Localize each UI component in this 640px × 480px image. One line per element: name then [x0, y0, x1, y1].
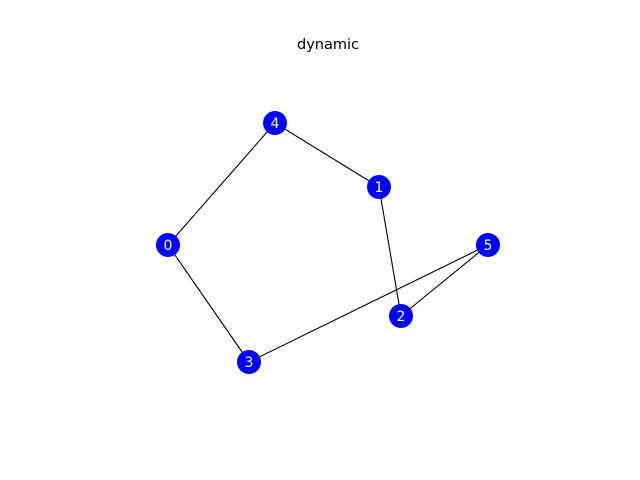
node-circle-4 [263, 111, 287, 135]
node-2: 2 [389, 304, 413, 328]
edge-3-5 [248, 244, 489, 363]
node-0: 0 [156, 233, 180, 257]
node-3: 3 [237, 350, 261, 374]
node-label-3: 3 [245, 355, 254, 371]
figure-title: dynamic [297, 37, 359, 53]
node-circle-3 [237, 350, 261, 374]
node-circle-1 [367, 175, 391, 199]
edge-0-4 [167, 122, 276, 246]
node-4: 4 [263, 111, 287, 135]
node-circle-2 [389, 304, 413, 328]
nodes-layer: 0 1 2 3 4 5 [156, 111, 500, 374]
edge-1-2 [378, 186, 402, 317]
node-label-2: 2 [397, 309, 406, 325]
edges-layer [167, 122, 489, 363]
edge-2-5 [400, 244, 489, 317]
node-circle-0 [156, 233, 180, 257]
node-label-5: 5 [484, 238, 493, 254]
node-circle-5 [476, 233, 500, 257]
node-label-1: 1 [375, 180, 384, 196]
node-1: 1 [367, 175, 391, 199]
edge-0-3 [167, 244, 250, 363]
node-label-4: 4 [271, 116, 280, 132]
edge-4-1 [274, 122, 380, 188]
node-label-0: 0 [164, 238, 173, 254]
node-5: 5 [476, 233, 500, 257]
